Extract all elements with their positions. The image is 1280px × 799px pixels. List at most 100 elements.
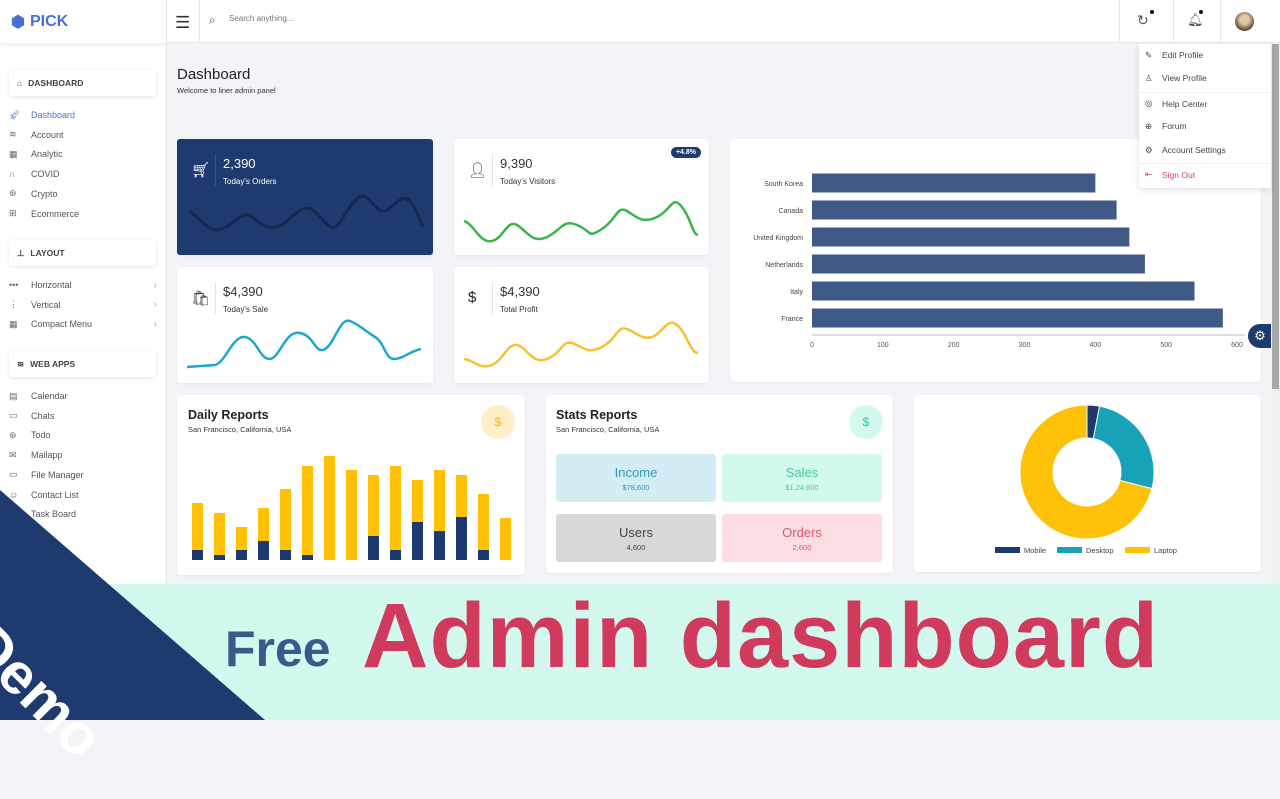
bar-segment-yellow (192, 503, 203, 550)
sidebar-item-file-manager[interactable]: ▭ File Manager (9, 469, 84, 480)
bar-segment-navy (214, 555, 225, 560)
stats-title: Stats Reports (556, 408, 638, 422)
sidebar-item-vertical[interactable]: ⋮ Vertical › (9, 299, 157, 311)
refresh-icon[interactable]: ↻ (1137, 10, 1154, 29)
free-label: Free (225, 621, 331, 677)
sitemap-icon: ⊥ (17, 247, 25, 258)
profit-sparkline (463, 321, 699, 368)
bar-segment-yellow (456, 475, 467, 517)
sidebar-item-mailapp[interactable]: ✉ Mailapp (9, 449, 63, 461)
stat-income: Income $78,600 (556, 454, 716, 502)
scrollbar[interactable] (1271, 44, 1280, 584)
header: ☰ ⌕ ↻ 🔔︎ (167, 0, 1280, 43)
bell-icon[interactable]: 🔔︎ (1187, 10, 1204, 27)
sidebar-item-ecommerce[interactable]: ⊞ Ecommerce (9, 208, 80, 219)
search-icon: ⌕ (209, 13, 216, 27)
section-web-apps[interactable]: ≋ WEB APPS (9, 351, 156, 377)
sidebar-item-contact-list[interactable]: ☺ Contact List (9, 489, 79, 500)
sidebar-item-analytic[interactable]: ▦ Analytic (9, 148, 63, 160)
calendar-icon: ▤ (9, 390, 18, 401)
menu-item-view-profile[interactable]: ♙ View Profile (1145, 72, 1207, 84)
stats-subtitle: San Francisco, California, USA (556, 425, 660, 434)
user-icon: ♙ (1145, 72, 1153, 83)
sidebar-item-account[interactable]: ≋ Account (9, 129, 64, 140)
settings-gear-button[interactable]: ⚙ (1248, 324, 1272, 348)
device-donut-chart: Mobile Desktop Laptop (995, 404, 1177, 555)
hamburger-menu-icon[interactable]: ☰ (175, 13, 191, 32)
lifebuoy-icon: ◎ (1145, 98, 1153, 108)
gear-icon: ⚙ (1145, 144, 1153, 155)
sidebar-item-crypto[interactable]: ⊛ Crypto (9, 188, 58, 199)
daily-reports-title: Daily Reports (188, 408, 269, 422)
search-input[interactable] (229, 14, 529, 23)
dots-horizontal-icon: ••• (9, 280, 19, 290)
headline: Admin dashboard (362, 585, 1160, 687)
bar-segment-yellow (434, 470, 445, 531)
country-bar-chart-card: South Korea Canada United Kingdom Netherlan… (730, 139, 1261, 382)
bar-segment-navy (390, 550, 401, 560)
bar-segment-navy (236, 550, 247, 560)
sidebar-item-todo[interactable]: ⊛ Todo (9, 429, 51, 441)
sign-out-icon: ⇤ (1145, 169, 1153, 179)
stat-orders: Orders 2,600 (722, 514, 882, 562)
daily-reports-chart (192, 456, 511, 560)
bar-segment-yellow (258, 508, 269, 541)
stat-users: Users 4,600 (556, 514, 716, 562)
menu-item-account-settings[interactable]: ⚙ Account Settings (1145, 144, 1226, 156)
sidebar-item-compact-menu[interactable]: ▦ Compact Menu › (9, 318, 157, 330)
bar-segment-yellow (412, 480, 423, 522)
section-dashboard[interactable]: ⌂ DASHBOARD (9, 70, 156, 96)
folder-icon: ▭ (9, 469, 18, 480)
x-tick-label: 0 (810, 342, 814, 349)
card-profit: $ $4,390 Total Profit (454, 267, 709, 383)
profile-dropdown: ✎ Edit Profile ♙ View Profile ◎ Help Center ⊕ F… (1139, 44, 1271, 188)
sidebar-item-horizontal[interactable]: ••• Horizontal › (9, 279, 157, 291)
logo[interactable]: ⬢ PICK (0, 0, 167, 43)
category-label: South Korea (764, 181, 803, 188)
menu-item-help-center[interactable]: ◎ Help Center (1139, 92, 1271, 114)
bar-south-korea (812, 173, 1096, 193)
bar-segment-yellow (302, 466, 313, 555)
aperture-icon: ⊛ (9, 429, 17, 440)
change-badge: +4.8% (670, 147, 701, 158)
layers-icon: ≋ (9, 129, 17, 140)
section-layout[interactable]: ⊥ LAYOUT (9, 240, 156, 266)
sidebar-item-chats[interactable]: ▭ Chats (9, 410, 55, 421)
card-visitors: 👤︎ 9,390 Today's Visitors +4.8% (454, 139, 709, 255)
page-subtitle: Welcome to liner admin panel (177, 86, 276, 95)
dollar-icon: $ (849, 405, 883, 439)
contact-icon: ☺ (9, 489, 19, 500)
bar-segment-navy (280, 550, 291, 560)
dollar-icon: $ (481, 405, 515, 439)
bar-france (812, 308, 1223, 328)
device-donut-card: Mobile Desktop Laptop (914, 395, 1261, 572)
bar-segment-yellow (324, 456, 335, 560)
bar-united-kingdom (812, 227, 1130, 247)
sidebar-item-covid[interactable]: ∩ COVID (9, 169, 60, 180)
briefcase-icon: ⊞ (9, 208, 17, 218)
orders-sparkline (188, 194, 425, 232)
bar-segment-navy (412, 522, 423, 560)
mail-icon: ✉ (9, 449, 17, 460)
x-tick-label: 300 (1019, 342, 1031, 349)
bar-segment-yellow (500, 518, 511, 560)
bar-segment-yellow (478, 494, 489, 550)
sidebar-item-dashboard[interactable]: 🚀︎ Dashboard (9, 109, 76, 121)
x-tick-label: 400 (1089, 342, 1101, 349)
grid-icon: ▦ (9, 148, 18, 159)
category-label: Netherlands (765, 262, 803, 269)
menu-item-edit-profile[interactable]: ✎ Edit Profile (1145, 49, 1204, 61)
menu-item-sign-out[interactable]: ⇤ Sign Out (1139, 163, 1271, 185)
shopping-bag-icon: 🛍︎ (191, 290, 211, 307)
category-label: United Kingdom (753, 235, 803, 242)
sidebar-item-calendar[interactable]: ▤ Calendar (9, 390, 68, 402)
menu-item-forum[interactable]: ⊕ Forum (1145, 120, 1187, 132)
user-icon: 👤︎ (468, 162, 488, 179)
avatar[interactable] (1235, 12, 1254, 31)
demo-ribbon (0, 490, 265, 720)
card-orders: 🛒︎ 2,390 Today's Orders (177, 139, 433, 255)
stat-sales: Sales $1,24,600 (722, 454, 882, 502)
x-tick-label: 200 (948, 342, 960, 349)
bar-segment-navy (456, 517, 467, 560)
legend-swatch (995, 547, 1020, 553)
